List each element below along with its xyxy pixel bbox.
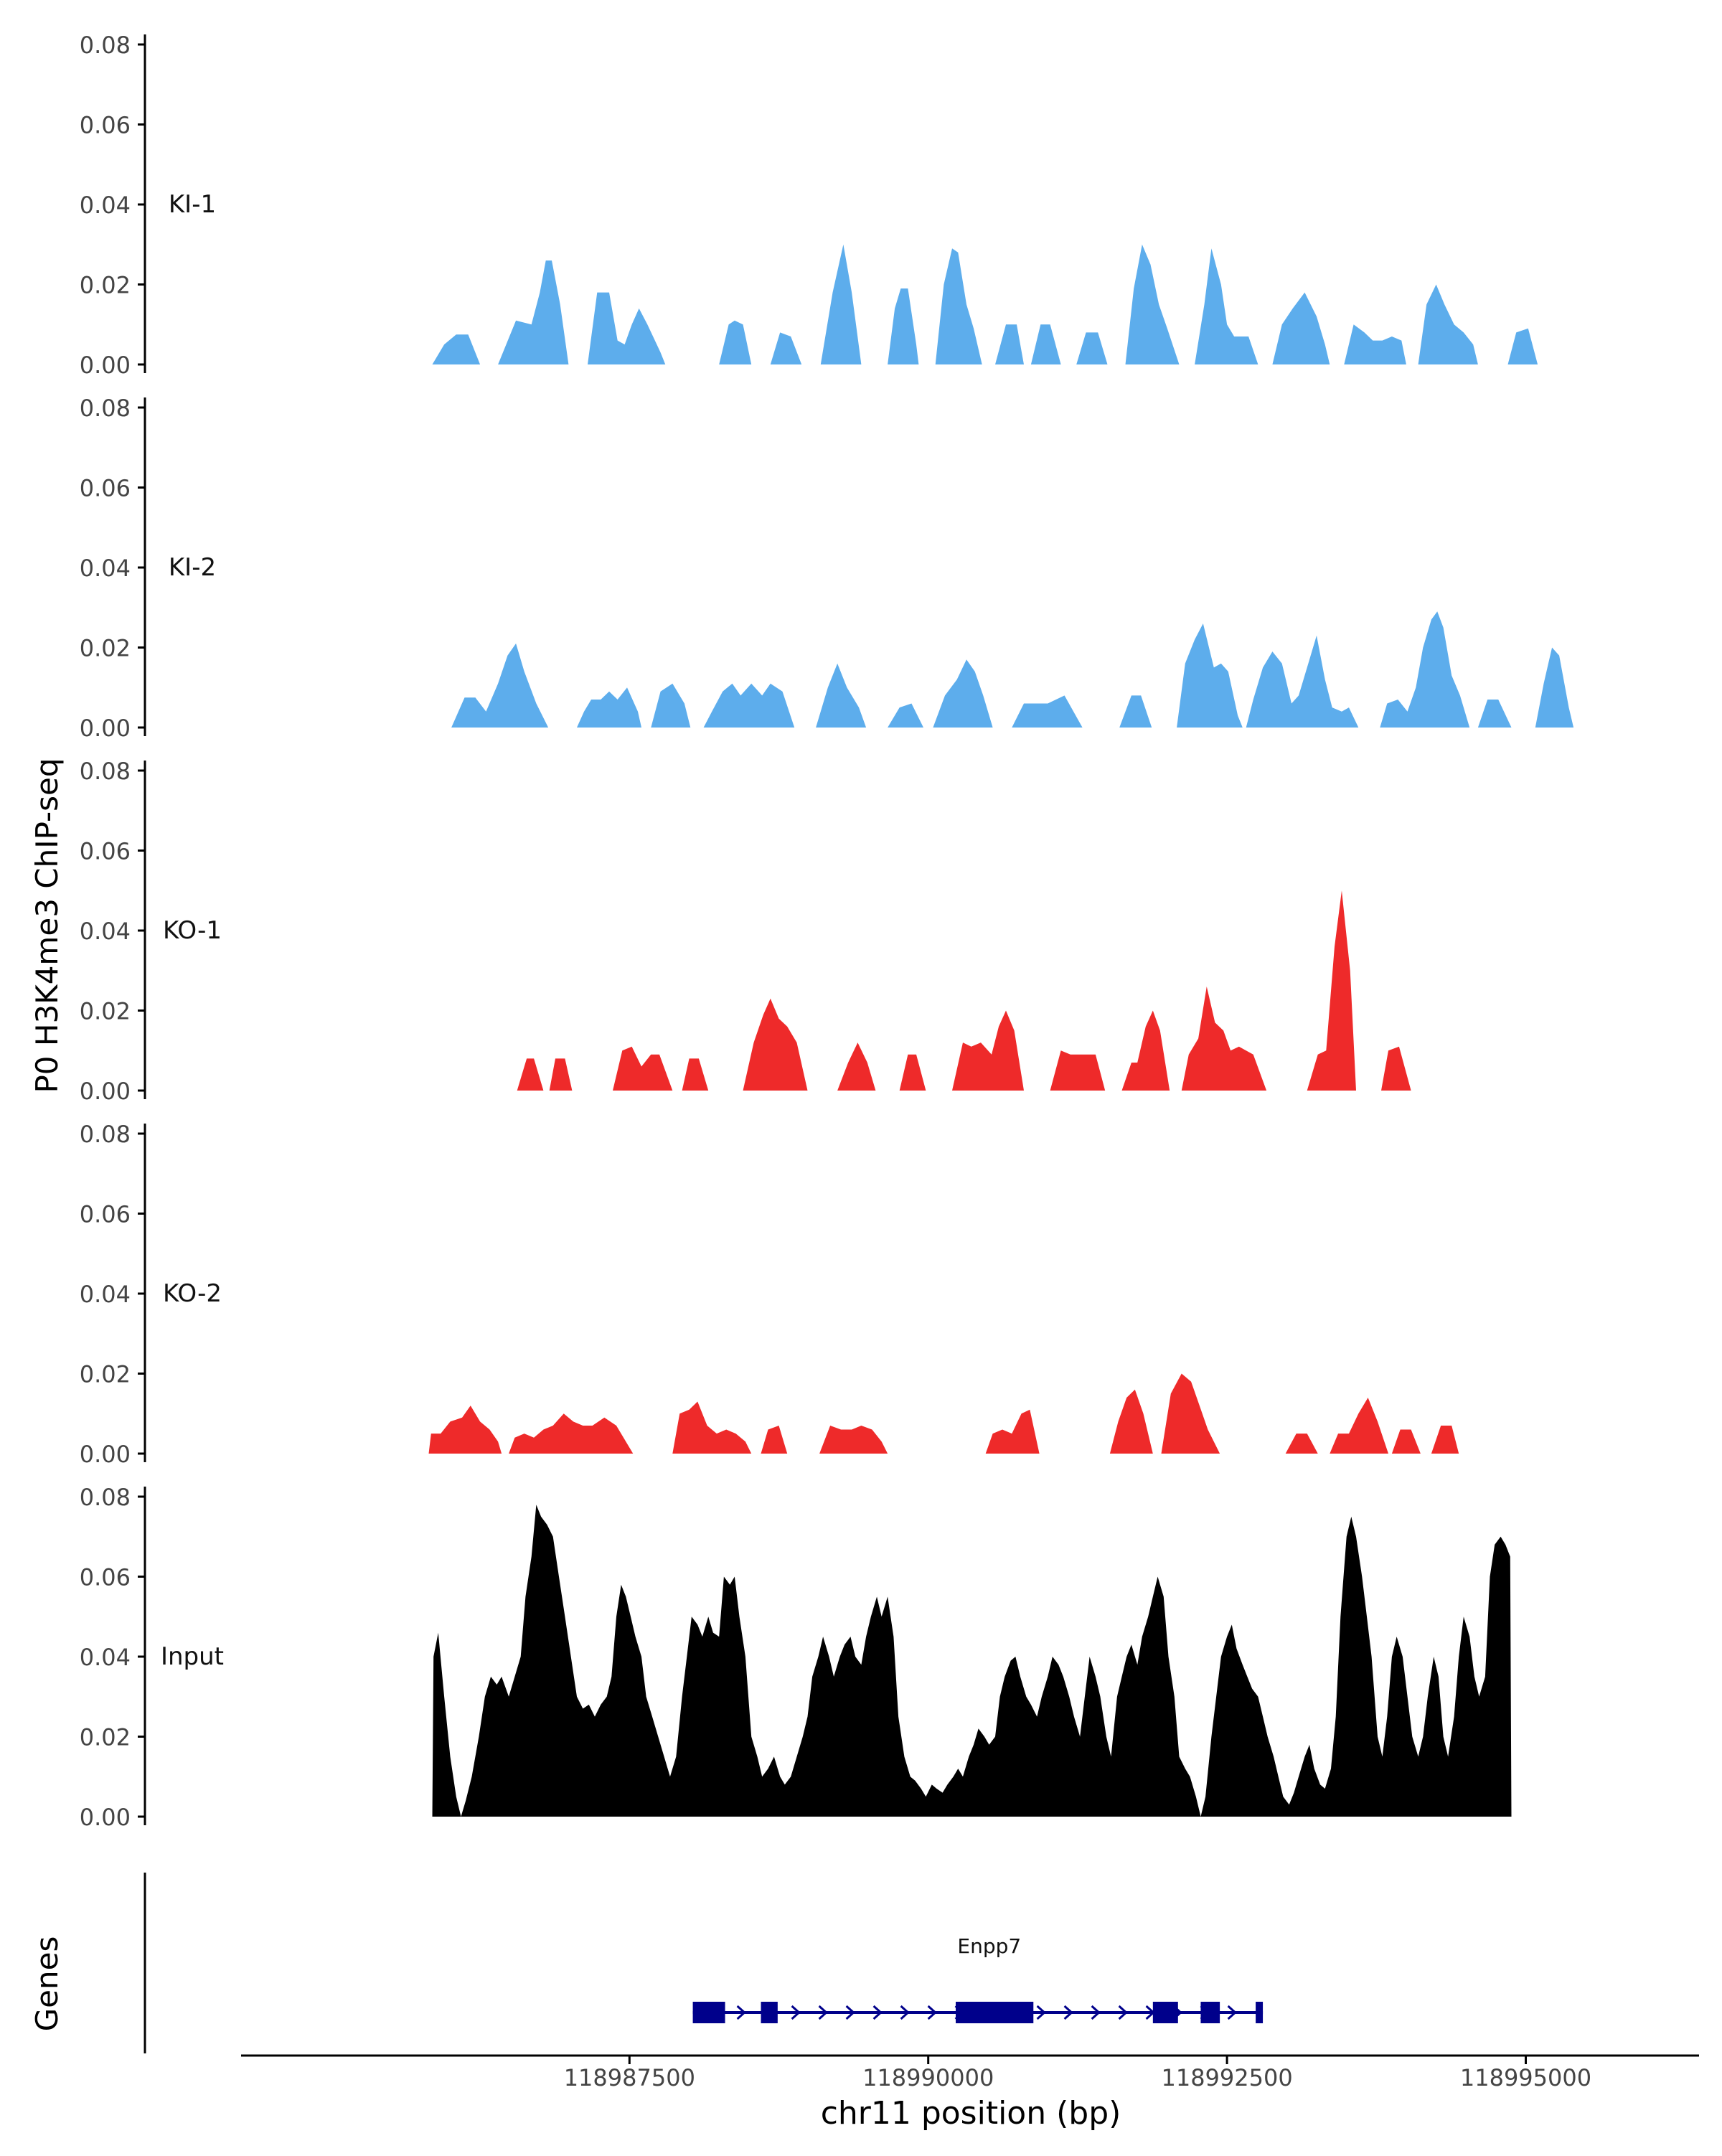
strand-arrow xyxy=(791,2005,801,2020)
track-panels: 0.00 0.02 0.04 0.06 0.08 KI-1 0.00 0.02 0.04 0.06… xyxy=(80,32,1574,1831)
strand-arrow xyxy=(1091,2005,1101,2020)
gene-name-label: Enpp7 xyxy=(957,1934,1021,1958)
strand-arrow xyxy=(736,2005,746,2020)
y-tick-label: 0.08 xyxy=(80,1484,131,1511)
y-tick-label: 0.06 xyxy=(80,1564,131,1591)
strand-arrow xyxy=(1063,2005,1073,2020)
track-panel-ko-1: 0.00 0.02 0.04 0.06 0.08 KO-1 xyxy=(80,758,1411,1105)
gene-exon xyxy=(1200,2002,1220,2023)
sample-label-ki-2: KI-2 xyxy=(169,553,216,582)
x-tick-label: 118990000 xyxy=(862,2064,994,2091)
y-axis-label: P0 H3K4me3 ChIP-seq xyxy=(29,758,65,1093)
y-tick-label: 0.08 xyxy=(80,395,131,422)
x-tick-label: 118995000 xyxy=(1460,2064,1591,2091)
x-axis-label: chr11 position (bp) xyxy=(821,2095,1121,2132)
gene-exon xyxy=(692,2002,725,2023)
y-tick-label: 0.00 xyxy=(80,352,131,379)
track-panel-ki-2: 0.00 0.02 0.04 0.06 0.08 KI-2 xyxy=(80,395,1574,742)
y-tick-label: 0.04 xyxy=(80,1644,131,1671)
y-tick-label: 0.04 xyxy=(80,1281,131,1308)
x-tick-label: 118987500 xyxy=(564,2064,695,2091)
area-ko-1 xyxy=(517,890,1411,1091)
y-tick-label: 0.02 xyxy=(80,272,131,299)
sample-label-ko-2: KO-2 xyxy=(163,1279,222,1308)
strand-arrow xyxy=(1227,2005,1237,2020)
y-tick-label: 0.04 xyxy=(80,555,131,582)
y-tick-label: 0.00 xyxy=(80,1441,131,1468)
genes-axis-label: Genes xyxy=(29,1936,65,2032)
y-tick-label: 0.00 xyxy=(80,1804,131,1831)
y-tick-label: 0.02 xyxy=(80,1724,131,1751)
strand-arrow xyxy=(900,2005,910,2020)
track-panel-ki-1: 0.00 0.02 0.04 0.06 0.08 KI-1 xyxy=(80,32,1538,379)
gene-exon xyxy=(956,2002,1034,2023)
strand-arrow xyxy=(927,2005,937,2020)
area-ki-2 xyxy=(451,611,1574,728)
gene-exon xyxy=(1256,2002,1264,2023)
gene-exon xyxy=(1152,2002,1178,2023)
y-tick-label: 0.08 xyxy=(80,32,131,59)
y-tick-label: 0.02 xyxy=(80,998,131,1025)
strand-arrow xyxy=(818,2005,828,2020)
y-tick-label: 0.00 xyxy=(80,1078,131,1105)
y-tick-label: 0.06 xyxy=(80,112,131,139)
y-tick-label: 0.04 xyxy=(80,192,131,219)
sample-label-ki-1: KI-1 xyxy=(169,190,216,219)
y-tick-label: 0.06 xyxy=(80,1201,131,1228)
y-tick-label: 0.08 xyxy=(80,758,131,785)
y-tick-label: 0.04 xyxy=(80,918,131,945)
y-tick-label: 0.06 xyxy=(80,838,131,865)
x-axis: 118987500 118990000 118992500 118995000 xyxy=(241,2054,1699,2091)
y-tick-label: 0.02 xyxy=(80,635,131,662)
area-input xyxy=(432,1505,1512,1817)
sample-label-ko-1: KO-1 xyxy=(163,916,222,945)
y-tick-label: 0.06 xyxy=(80,475,131,502)
y-tick-label: 0.00 xyxy=(80,715,131,742)
sample-label-input: Input xyxy=(161,1642,224,1671)
y-tick-label: 0.02 xyxy=(80,1361,131,1388)
area-ki-1 xyxy=(432,244,1538,364)
genes-panel: Enpp7 xyxy=(144,1873,1264,2053)
y-tick-label: 0.08 xyxy=(80,1121,131,1148)
x-tick-label: 118992500 xyxy=(1161,2064,1292,2091)
strand-arrow xyxy=(1036,2005,1046,2020)
strand-arrow xyxy=(1118,2005,1128,2020)
gene-exon xyxy=(761,2002,778,2023)
track-panel-input: 0.00 0.02 0.04 0.06 0.08 Input xyxy=(80,1484,1512,1831)
strand-arrow xyxy=(872,2005,883,2020)
strand-arrow xyxy=(845,2005,855,2020)
track-panel-ko-2: 0.00 0.02 0.04 0.06 0.08 KO-2 xyxy=(80,1121,1459,1468)
area-ko-2 xyxy=(428,1373,1459,1454)
